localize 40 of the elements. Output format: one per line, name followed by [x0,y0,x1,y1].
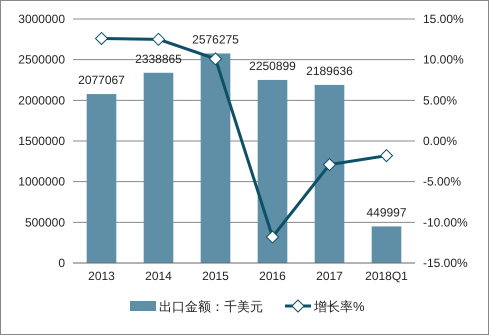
data-label: 2338865 [135,52,182,66]
y2-tick-label: -10.00% [423,215,468,230]
y2-tick-label: -15.00% [423,256,468,270]
bar [144,72,174,263]
y-tick-label: 1000000 [18,174,66,189]
point [95,32,108,46]
x-tick-label: 2018Q1 [365,269,408,283]
y2-tick-label: 15.00% [423,12,464,26]
data-label: 2077067 [78,73,126,88]
data-label: 449997 [366,205,407,220]
bar [314,84,344,263]
x-tick-label: 2015 [202,269,230,283]
y-tick-label: 2500000 [18,52,66,67]
point [209,52,222,66]
point [323,158,336,172]
y-tick-label: 0 [58,256,66,270]
y-tick-label: 1500000 [18,134,66,148]
point [380,149,393,162]
point [152,32,165,46]
x-tick-label: 2017 [316,269,344,283]
point [266,230,279,244]
bar [200,53,230,263]
y-tick-label: 2000000 [18,93,66,108]
x-tick-label: 2013 [88,269,116,283]
y-tick-label: 500000 [24,215,66,230]
y2-tick-label: 5.00% [423,93,458,108]
y-tick-label: 3000000 [18,12,66,26]
x-tick-label: 2016 [259,269,286,283]
bar [86,94,116,263]
bar [258,80,288,263]
data-label: 2576275 [192,32,240,46]
data-label: 2189636 [306,64,354,78]
legend-label: 出口金额：千美元 [159,299,263,314]
data-label: 2250899 [249,58,296,73]
y2-tick-label: 0.00% [423,134,458,148]
y2-tick-label: -5.00% [423,174,462,189]
bar [372,226,402,263]
x-tick-label: 2014 [145,269,172,283]
y2-tick-label: 10.00% [423,52,464,67]
legend-label: 增长率% [313,299,365,314]
